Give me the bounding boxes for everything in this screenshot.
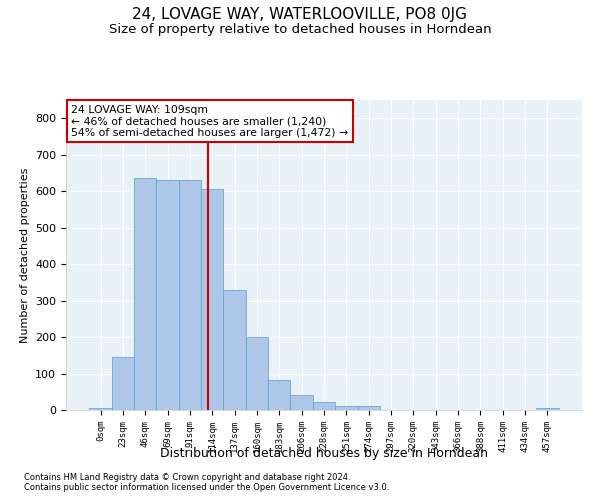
Bar — [201, 190, 223, 410]
Bar — [112, 357, 134, 410]
Bar — [536, 408, 559, 410]
Text: Size of property relative to detached houses in Horndean: Size of property relative to detached ho… — [109, 22, 491, 36]
Bar — [223, 290, 246, 410]
Text: Distribution of detached houses by size in Horndean: Distribution of detached houses by size … — [160, 448, 488, 460]
Bar — [313, 402, 335, 410]
Bar — [179, 180, 201, 410]
Text: 24, LOVAGE WAY, WATERLOOVILLE, PO8 0JG: 24, LOVAGE WAY, WATERLOOVILLE, PO8 0JG — [133, 8, 467, 22]
Bar — [268, 380, 290, 410]
Bar — [134, 178, 157, 410]
Bar — [246, 337, 268, 410]
Text: Contains HM Land Registry data © Crown copyright and database right 2024.: Contains HM Land Registry data © Crown c… — [24, 472, 350, 482]
Text: 24 LOVAGE WAY: 109sqm
← 46% of detached houses are smaller (1,240)
54% of semi-d: 24 LOVAGE WAY: 109sqm ← 46% of detached … — [71, 104, 348, 138]
Bar — [157, 180, 179, 410]
Bar — [335, 406, 358, 410]
Text: Contains public sector information licensed under the Open Government Licence v3: Contains public sector information licen… — [24, 482, 389, 492]
Bar — [89, 408, 112, 410]
Bar — [290, 396, 313, 410]
Y-axis label: Number of detached properties: Number of detached properties — [20, 168, 29, 342]
Bar — [358, 406, 380, 410]
